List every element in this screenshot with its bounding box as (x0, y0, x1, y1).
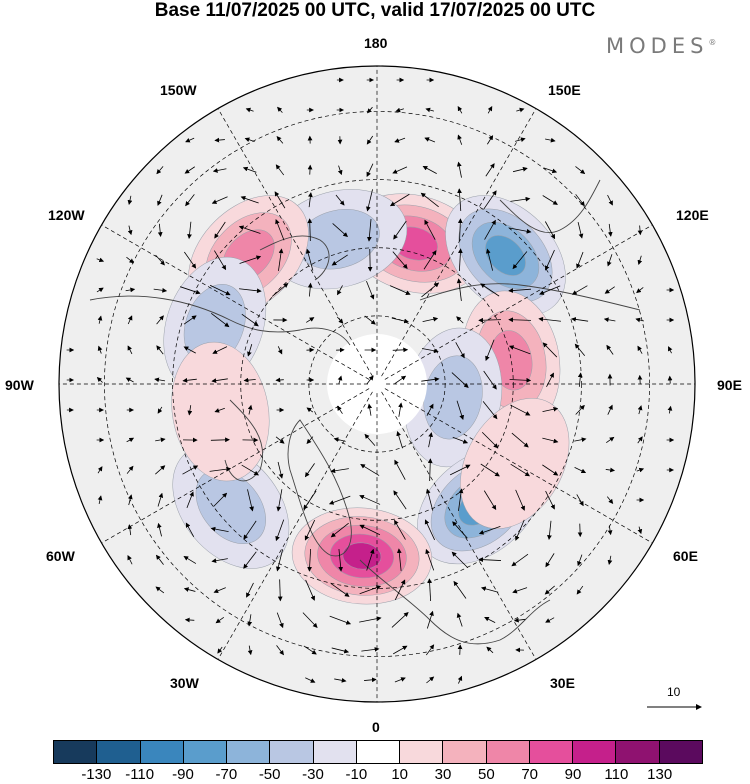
colorbar-cell (54, 741, 97, 763)
lon-label-60w: 60W (46, 548, 75, 564)
lon-label-150e: 150E (548, 82, 581, 98)
colorbar-tick-label: -130 (81, 766, 111, 783)
colorbar-tick-label: 110 (604, 766, 628, 783)
lon-label-60e: 60E (673, 548, 698, 564)
colorbar-tick-label: 50 (478, 766, 495, 783)
colorbar-cell (97, 741, 140, 763)
reference-vector-arrow (645, 685, 705, 715)
colorbar-tick-label: 10 (391, 766, 408, 783)
lon-label-120e: 120E (676, 207, 709, 223)
colorbar-tick-label: -10 (345, 766, 367, 783)
colorbar-cell (270, 741, 313, 763)
colorbar-cell (400, 741, 443, 763)
reference-vector: 10 (645, 685, 705, 715)
colorbar-cell (141, 741, 184, 763)
colorbar-tick-label: -50 (259, 766, 281, 783)
lon-label-90e: 90E (717, 377, 742, 393)
lon-label-150w: 150W (160, 82, 197, 98)
colorbar-tick-label: -110 (125, 766, 154, 783)
lon-label-0: 0 (372, 719, 380, 735)
colorbar-cell (573, 741, 616, 763)
lon-label-30w: 30W (170, 675, 199, 691)
polar-cap (327, 334, 427, 434)
colorbar-cell (227, 741, 270, 763)
colorbar-tick-label: 70 (521, 766, 538, 783)
colorbar-cell (184, 741, 227, 763)
colorbar-tick-label: -90 (172, 766, 194, 783)
colorbar-tick-label: -70 (215, 766, 237, 783)
colorbar-cell (357, 741, 400, 763)
colorbar-tick-label: 130 (647, 766, 672, 783)
colorbar-cell (616, 741, 659, 763)
colorbar-ticks: -130 -110 -90 -70 -50 -30 -10 10 30 50 70 90 110 130 (53, 766, 703, 784)
lon-label-90w: 90W (5, 377, 34, 393)
colorbar-tick-label: 90 (565, 766, 582, 783)
colorbar-tick-label: 30 (435, 766, 452, 783)
colorbar-tick-label: -30 (302, 766, 324, 783)
lon-label-120w: 120W (48, 207, 85, 223)
colorbar-cell (487, 741, 530, 763)
colorbar-cell (314, 741, 357, 763)
lon-label-180: 180 (364, 35, 387, 51)
colorbar-cell (660, 741, 702, 763)
colorbar-cell (530, 741, 573, 763)
colorbar-cell (443, 741, 486, 763)
lon-label-30e: 30E (550, 675, 575, 691)
colorbar (53, 740, 703, 764)
